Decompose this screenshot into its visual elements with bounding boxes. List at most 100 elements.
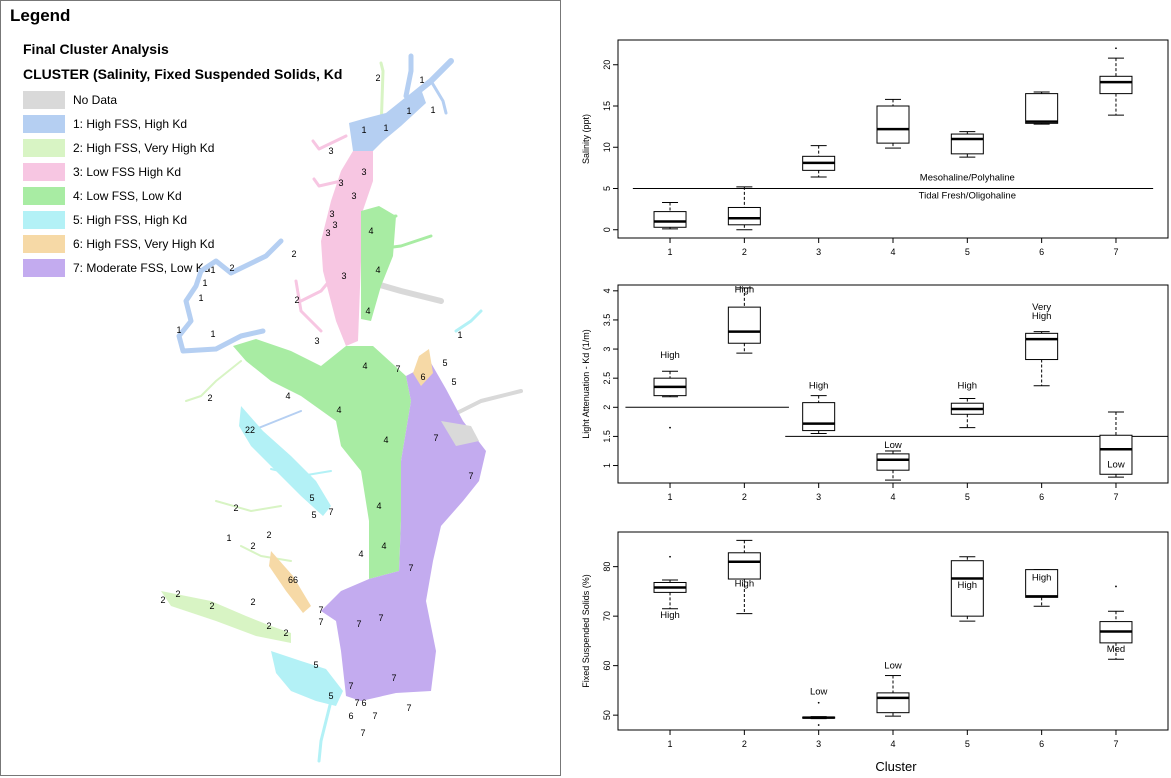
x-tick-label: 2 (742, 247, 747, 257)
x-tick-label: 1 (668, 492, 673, 502)
chesapeake-bay-map: 1 1 1 1 1 2 3 3 3 3 3 3 3 3 3 4 4 4 4 4 … (160, 53, 523, 763)
map-label: 5 (451, 377, 456, 387)
map-label: 7 (328, 507, 333, 517)
map-label: 1 (210, 265, 215, 275)
box-4 (876, 98, 910, 149)
map-cluster-numbers: 1 1 1 1 1 2 3 3 3 3 3 3 3 3 3 4 4 4 4 4 … (160, 73, 473, 738)
legend-label: 1: High FSS, High Kd (73, 117, 188, 131)
map-label: 2 (294, 295, 299, 305)
legend-item: 1: High FSS, High Kd (23, 114, 187, 134)
x-tick-label: 6 (1039, 492, 1044, 502)
x-tick-label: 5 (965, 492, 970, 502)
annotation-label: High (660, 350, 680, 361)
box-2 (727, 287, 761, 354)
legend-label: 7: Moderate FSS, Low Kd (73, 261, 211, 275)
map-label: 7 (391, 673, 396, 683)
y-tick-label: 5 (602, 186, 612, 191)
annotation-label: High (1032, 573, 1052, 584)
map-label: 7 (348, 681, 353, 691)
fss-boxplot: 50 60 70 80 Fixed Suspended Solids (%) 1 2 3 4 5 6… (581, 531, 1169, 749)
region-cluster-6-upper (413, 349, 433, 386)
x-tick-label: 7 (1113, 739, 1118, 749)
box-7 (1099, 47, 1133, 116)
map-label: 2 (229, 263, 234, 273)
map-label: 1 (210, 329, 215, 339)
map-legend-panel: Legend Final Cluster Analysis CLUSTER (S… (0, 0, 561, 776)
map-label: 66 (288, 575, 298, 585)
map-label: 4 (368, 226, 373, 236)
map-label: 22 (245, 425, 255, 435)
map-label: 2 (175, 589, 180, 599)
box-2 (727, 186, 761, 231)
map-label: 3 (351, 191, 356, 201)
map-label: 4 (365, 306, 370, 316)
map-label: 6 (420, 372, 425, 382)
map-label: 1 (361, 125, 366, 135)
x-tick-label: 3 (816, 492, 821, 502)
region-cluster-1-upper (349, 89, 426, 151)
y-tick-label: 4 (602, 288, 612, 293)
map-label: 5 (313, 660, 318, 670)
legend-item: 6: High FSS, Very High Kd (23, 234, 214, 254)
iqr-box (1025, 569, 1059, 598)
box-5 (950, 398, 984, 429)
annotation-label: Low (884, 440, 902, 451)
legend-label: No Data (73, 93, 118, 107)
y-axis-title: Fixed Suspended Solids (%) (581, 574, 591, 688)
region-cluster-4-upper (361, 206, 396, 321)
map-label: 1 (226, 533, 231, 543)
map-label: 3 (341, 271, 346, 281)
box-5 (950, 556, 984, 622)
map-label: 2 (283, 628, 288, 638)
map-label: 6 (361, 698, 366, 708)
y-axis-title: Light Attenuation - Kd (1/m) (581, 329, 591, 439)
iqr-box (1025, 332, 1059, 361)
y-axis-title: Salinity (ppt) (581, 114, 591, 164)
iqr-box (876, 692, 910, 714)
x-tick-label: 3 (816, 739, 821, 749)
annotation-label: Med (1107, 644, 1125, 655)
box-3 (802, 395, 836, 434)
annotation-label: High (809, 381, 829, 392)
box-7 (1099, 585, 1133, 660)
map-label: 2 (233, 503, 238, 513)
map-label: 1 (430, 105, 435, 115)
map-label: 4 (383, 435, 388, 445)
map-label: 3 (314, 336, 319, 346)
box-6 (1025, 91, 1059, 125)
x-tick-label: 7 (1113, 247, 1118, 257)
map-label: 2 (250, 541, 255, 551)
outlier-point (1115, 47, 1117, 50)
legend-swatch (23, 115, 65, 133)
box-2 (727, 539, 761, 615)
map-label: 1 (457, 330, 462, 340)
x-tick-label: 4 (890, 739, 895, 749)
map-label: 7 (378, 613, 383, 623)
region-cluster-7 (321, 363, 486, 701)
legend-item: 4: Low FSS, Low Kd (23, 186, 182, 206)
map-label: 7 (395, 364, 400, 374)
map-label: 3 (361, 167, 366, 177)
y-tick-label: 0 (602, 227, 612, 232)
region-nodata-east (441, 421, 479, 446)
iqr-box (802, 402, 836, 432)
legend-label: 6: High FSS, Very High Kd (73, 237, 215, 251)
box-3 (802, 145, 836, 178)
map-label: 3 (338, 178, 343, 188)
region-cluster-5-james (271, 651, 343, 706)
map-label: 7 (354, 698, 359, 708)
region-cluster-5-potomac (239, 406, 331, 516)
legend-title: Legend (10, 6, 71, 25)
map-label: 2 (266, 530, 271, 540)
map-label: 7 (468, 471, 473, 481)
y-tick-label: 1 (602, 463, 612, 468)
legend-swatch (23, 187, 65, 205)
map-label: 4 (358, 549, 363, 559)
iqr-box (1099, 75, 1133, 95)
y-tick-label: 10 (602, 142, 612, 152)
y-tick-label: 1.5 (602, 430, 612, 443)
annotation-label: Low (810, 686, 828, 697)
iqr-box (876, 453, 910, 471)
map-label: 4 (376, 501, 381, 511)
